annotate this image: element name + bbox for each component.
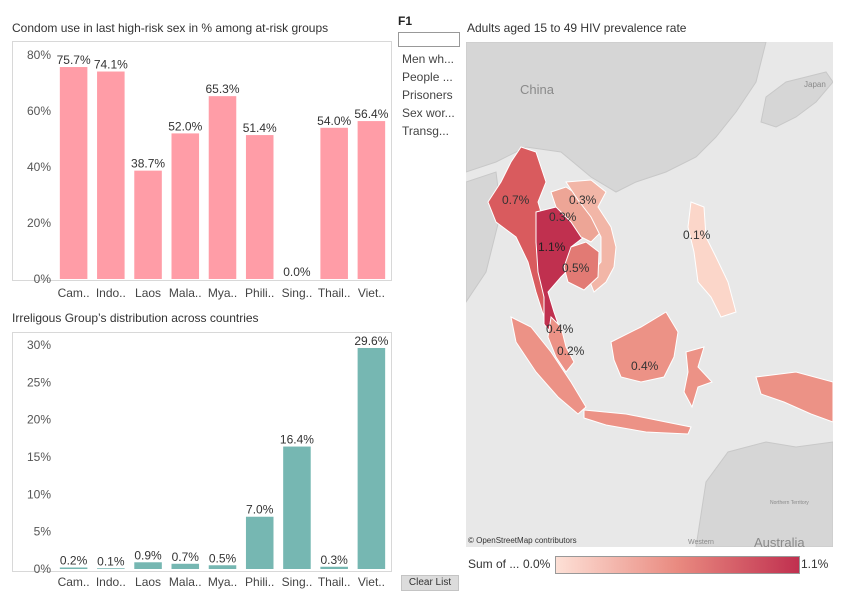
china-landmass	[466, 42, 767, 193]
western-place-label: Western	[688, 539, 714, 546]
myanmar-value-label: 0.7%	[502, 193, 530, 207]
malaysia-value-label: 0.4%	[546, 322, 574, 336]
singapore-marker[interactable]	[563, 352, 567, 356]
chart2-title: Irreligous Group’s distribution across c…	[12, 311, 259, 325]
chart2-category-label: Mya..	[208, 575, 237, 589]
filter-search-input[interactable]	[398, 32, 460, 47]
china-place-label: China	[520, 82, 555, 97]
thailand-value-label: 1.1%	[538, 240, 566, 254]
singapore-value-label: 0.2%	[557, 344, 585, 358]
clear-list-button[interactable]: Clear List	[401, 575, 459, 591]
map-title: Adults aged 15 to 49 HIV prevalence rate	[467, 21, 687, 35]
japan-place-label: Japan	[804, 80, 826, 89]
legend-color-ramp	[555, 556, 800, 574]
chart2-category-label: Laos	[135, 575, 161, 589]
northern-territory-place-label: Northern Territory	[770, 500, 809, 506]
filter-heading: F1	[398, 14, 413, 28]
legend-min-label: 0.0%	[523, 557, 551, 571]
chart2-panel	[12, 332, 392, 572]
japan-landmass	[760, 71, 833, 128]
filter-item-people[interactable]: People ...	[402, 70, 453, 84]
cambodia-region[interactable]	[563, 241, 600, 291]
vietnam-value-label: 0.3%	[549, 210, 577, 224]
laos-value-label: 0.3%	[569, 193, 597, 207]
vietnam-region[interactable]	[565, 179, 617, 293]
malaysia-peninsula-region[interactable]	[547, 315, 575, 373]
chart2-category-label: Viet..	[358, 575, 385, 589]
cambodia-value-label: 0.5%	[562, 261, 590, 275]
filter-item-sex-workers[interactable]: Sex wor...	[402, 106, 455, 120]
java-region[interactable]	[583, 409, 692, 435]
chart1-category-label: Laos	[135, 286, 161, 300]
chart2-category-label: Mala..	[169, 575, 202, 589]
chart1-category-label: Mala..	[169, 286, 202, 300]
chart1-title: Condom use in last high-risk sex in % am…	[12, 21, 329, 35]
chart2-category-label: Indo..	[96, 575, 126, 589]
chart1-category-label: Phili..	[245, 286, 274, 300]
chart2-category-label: Thail..	[318, 575, 351, 589]
chart2-category-label: Cam..	[58, 575, 90, 589]
indonesia-value-label: 0.4%	[631, 359, 659, 373]
australia-place-label: Australia	[754, 535, 805, 547]
chart1-category-label: Thail..	[318, 286, 351, 300]
sumatra-region[interactable]	[510, 316, 587, 415]
sulawesi-region[interactable]	[683, 346, 713, 409]
hiv-prevalence-map[interactable]: China Japan Northern Territory Western A…	[466, 42, 833, 547]
chart1-category-label: Cam..	[58, 286, 90, 300]
borneo-region[interactable]	[610, 311, 679, 383]
filter-item-prisoners[interactable]: Prisoners	[402, 88, 453, 102]
philippines-region[interactable]	[687, 201, 737, 318]
papua-region[interactable]	[755, 371, 833, 423]
chart1-category-label: Sing..	[282, 286, 313, 300]
legend-title: Sum of ...	[468, 557, 520, 571]
chart1-category-label: Mya..	[208, 286, 237, 300]
chart1-category-label: Viet..	[358, 286, 385, 300]
australia-landmass	[695, 441, 833, 547]
philippines-value-label: 0.1%	[683, 228, 711, 242]
chart1-panel	[12, 41, 392, 281]
legend-max-label: 1.1%	[801, 557, 829, 571]
filter-item-men[interactable]: Men wh...	[402, 52, 455, 66]
chart2-category-label: Sing..	[282, 575, 313, 589]
map-attribution: © OpenStreetMap contributors	[468, 536, 577, 545]
chart1-category-label: Indo..	[96, 286, 126, 300]
chart2-category-label: Phili..	[245, 575, 274, 589]
filter-item-transgender[interactable]: Transg...	[402, 124, 449, 138]
